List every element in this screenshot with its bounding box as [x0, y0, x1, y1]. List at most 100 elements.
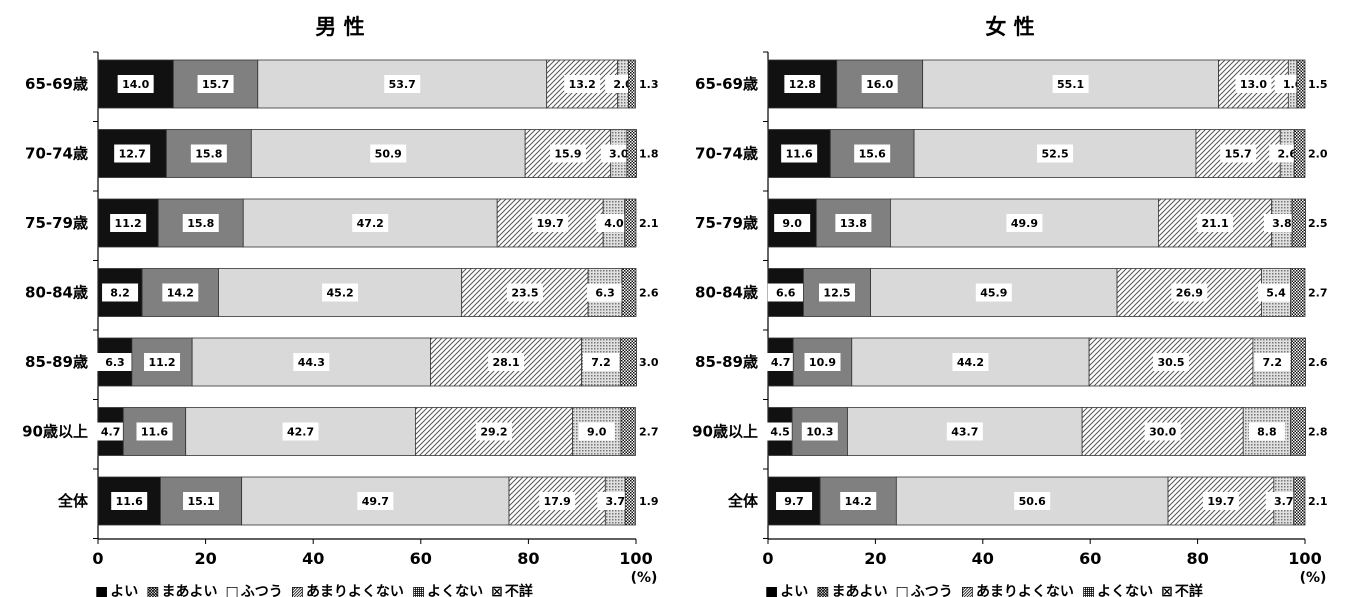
data-label: 13.0	[1240, 78, 1267, 91]
data-label: 4.0	[604, 217, 624, 230]
data-label-box	[583, 353, 620, 371]
data-label-box	[784, 75, 821, 93]
data-label-box	[767, 283, 804, 302]
legend: ■ よい ▩ まあよい □ ふつう ▨ あまりよくない ▦ よくない ⊠ 不詳	[765, 583, 1203, 597]
legend-symbol: □	[225, 584, 238, 597]
legend-symbol: ■	[765, 584, 778, 597]
data-label: 19.7	[537, 217, 564, 230]
legend-symbol: ▨	[961, 584, 974, 597]
data-label-box	[975, 283, 1012, 302]
data-label-box	[564, 75, 601, 93]
data-label-box	[182, 214, 219, 232]
legend-symbol: ▦	[1082, 584, 1095, 597]
data-label: 6.3	[595, 287, 615, 300]
data-label: 4.7	[771, 356, 791, 369]
x-tick-label: 40	[302, 549, 324, 568]
data-label: 15.1	[187, 495, 214, 508]
chart-male: 男 性 0 20 40 60 80 100 (%) 65-69歳 14.0 15.7 53.7 13.2…	[22, 15, 659, 597]
legend-symbol: ▩	[816, 584, 829, 597]
legend-symbol: □	[895, 584, 908, 597]
data-label: 43.7	[951, 426, 978, 439]
data-label: 2.8	[1308, 426, 1328, 439]
data-label: 6.3	[105, 356, 125, 369]
data-label: 2.6	[1308, 356, 1328, 369]
data-label-box	[1171, 283, 1208, 302]
data-label-box	[861, 75, 898, 93]
data-label-box	[190, 144, 227, 163]
bar-segment	[628, 59, 636, 109]
data-label: 3.7	[1274, 495, 1294, 508]
data-label: 6.6	[776, 287, 796, 300]
legend-symbol: ▩	[146, 584, 159, 597]
x-tick-label: 100	[619, 549, 652, 568]
bar-segment	[619, 337, 637, 387]
category-label: 85-89歳	[695, 353, 758, 371]
data-label: 11.6	[786, 148, 813, 161]
data-label: 3.7	[606, 495, 626, 508]
data-label: 30.5	[1157, 356, 1184, 369]
category-label: 75-79歳	[25, 214, 88, 232]
data-label: 9.7	[784, 495, 804, 508]
data-label: 13.2	[569, 78, 596, 91]
data-label: 12.8	[789, 78, 816, 91]
data-label-box	[144, 353, 181, 371]
data-label: 3.8	[1272, 217, 1292, 230]
data-label: 15.9	[554, 148, 581, 161]
bar-segment	[508, 476, 606, 526]
data-label-box	[1258, 283, 1295, 302]
data-label: 2.5	[1308, 217, 1328, 230]
data-label-box	[1248, 422, 1285, 441]
category-label: 全体	[57, 492, 89, 510]
bar-segment	[1291, 198, 1306, 248]
data-label-box	[762, 353, 799, 371]
data-label: 4.7	[101, 426, 121, 439]
category-label: 全体	[727, 492, 759, 510]
data-label: 11.6	[141, 426, 168, 439]
data-label: 44.2	[957, 356, 984, 369]
data-label: 12.7	[119, 148, 146, 161]
data-label-box	[1265, 492, 1302, 510]
legend-entry: まあよい	[831, 584, 887, 597]
data-label: 16.0	[866, 78, 893, 91]
data-label: 29.2	[480, 426, 507, 439]
x-tick-label: 80	[517, 549, 539, 568]
x-tick-label: 20	[194, 549, 216, 568]
data-label-box	[1263, 214, 1300, 232]
data-label: 47.2	[357, 217, 384, 230]
data-label: 53.7	[389, 78, 416, 91]
data-label-box	[475, 422, 512, 441]
category-label: 90歳以上	[692, 423, 758, 441]
data-label-box	[854, 144, 891, 163]
data-label: 10.3	[806, 426, 833, 439]
data-label-box	[197, 75, 234, 93]
legend-entry: ふつう	[911, 584, 953, 597]
data-label: 7.2	[1262, 356, 1282, 369]
x-tick-label: 0	[92, 549, 103, 568]
x-tick-label: 40	[972, 549, 994, 568]
data-label-box	[322, 283, 359, 302]
data-label: 15.8	[187, 217, 214, 230]
data-label-box	[587, 283, 624, 302]
bar-segment	[620, 407, 636, 456]
data-label: 2.6	[1278, 148, 1298, 161]
data-label-box	[595, 214, 632, 232]
data-label-box	[102, 283, 139, 302]
data-label-box	[952, 353, 989, 371]
bar-segment	[626, 129, 637, 178]
data-label: 5.4	[1266, 287, 1286, 300]
data-label: 2.6	[639, 287, 659, 300]
bar-segment	[1291, 337, 1306, 387]
data-label: 14.2	[167, 287, 194, 300]
data-label: 13.8	[840, 217, 867, 230]
data-label-box	[293, 353, 330, 371]
data-label-box	[1052, 75, 1089, 93]
data-label: 1.8	[639, 148, 659, 161]
category-label: 70-74歳	[695, 145, 758, 163]
data-label-box	[111, 492, 148, 510]
data-label: 3.0	[609, 148, 629, 161]
bar-segment	[624, 198, 637, 248]
data-label-box	[282, 422, 319, 441]
data-label: 2.7	[639, 426, 659, 439]
category-label: 70-74歳	[25, 145, 88, 163]
data-label: 1.3	[639, 78, 659, 91]
